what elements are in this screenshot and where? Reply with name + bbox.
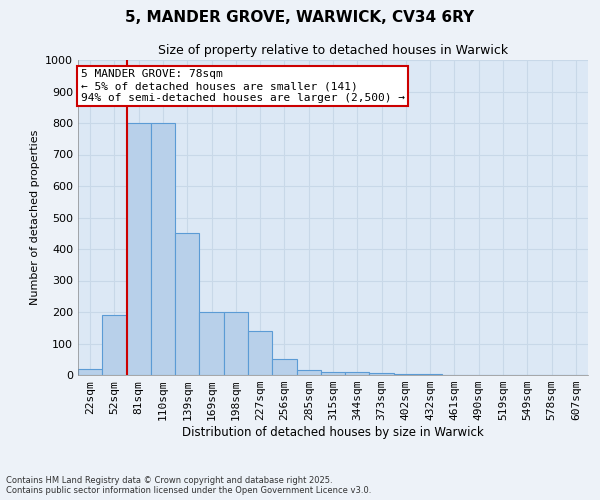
Bar: [370, 374, 394, 375]
Bar: [102, 315, 127, 375]
Bar: [175, 233, 199, 375]
Bar: [418, 374, 442, 375]
Bar: [394, 374, 418, 375]
Title: Size of property relative to detached houses in Warwick: Size of property relative to detached ho…: [158, 44, 508, 58]
Text: 5, MANDER GROVE, WARWICK, CV34 6RY: 5, MANDER GROVE, WARWICK, CV34 6RY: [125, 10, 475, 25]
Bar: [321, 372, 345, 375]
Text: 5 MANDER GROVE: 78sqm
← 5% of detached houses are smaller (141)
94% of semi-deta: 5 MANDER GROVE: 78sqm ← 5% of detached h…: [80, 70, 404, 102]
Y-axis label: Number of detached properties: Number of detached properties: [29, 130, 40, 305]
Bar: [272, 359, 296, 375]
X-axis label: Distribution of detached houses by size in Warwick: Distribution of detached houses by size …: [182, 426, 484, 439]
Bar: [296, 370, 321, 375]
Bar: [199, 312, 224, 375]
Bar: [127, 123, 151, 375]
Bar: [78, 368, 102, 375]
Bar: [151, 123, 175, 375]
Bar: [345, 372, 370, 375]
Bar: [224, 312, 248, 375]
Bar: [248, 331, 272, 375]
Text: Contains HM Land Registry data © Crown copyright and database right 2025.
Contai: Contains HM Land Registry data © Crown c…: [6, 476, 371, 495]
